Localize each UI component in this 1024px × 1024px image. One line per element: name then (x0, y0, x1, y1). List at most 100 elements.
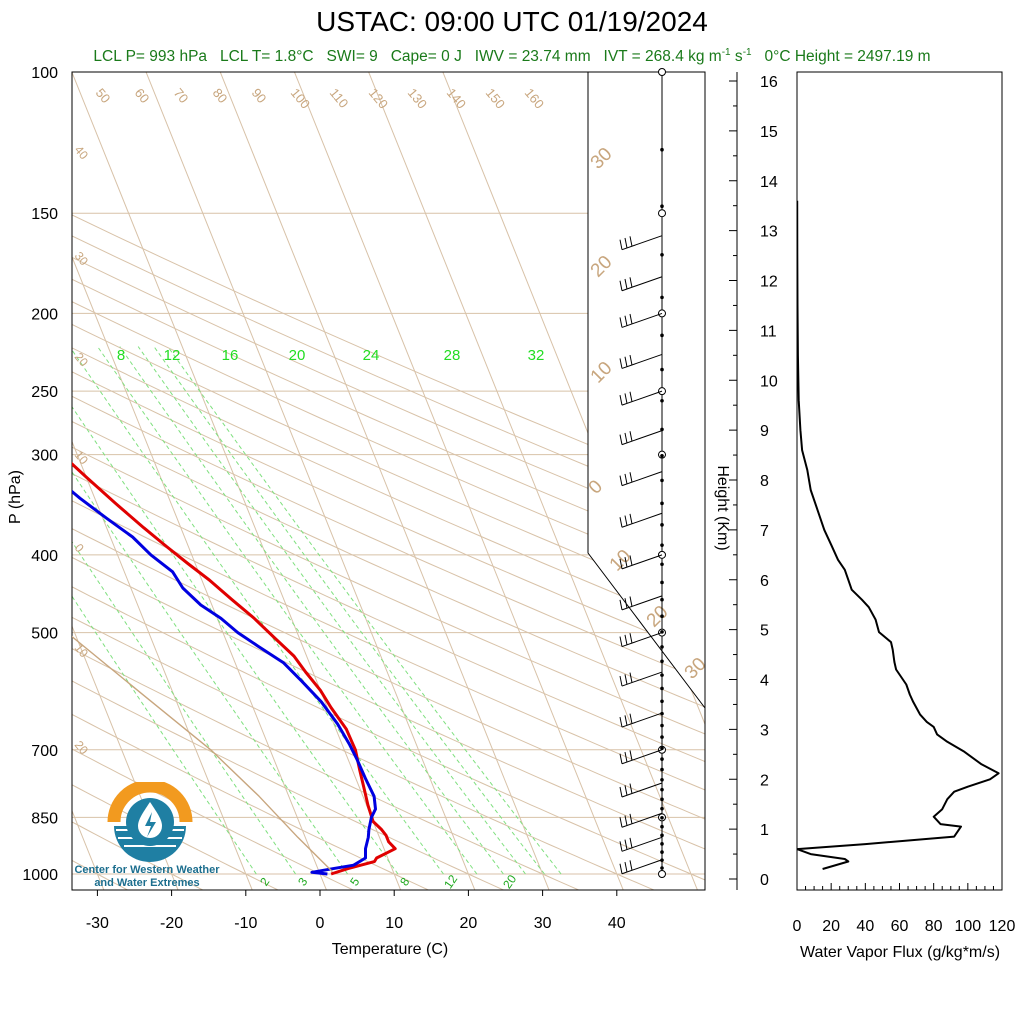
barb-flag (624, 473, 628, 485)
barb-flag (629, 431, 633, 442)
mixing-ratio-label: 32 (528, 347, 545, 364)
mixing-ratio-line (72, 405, 399, 875)
barb-dot (660, 645, 664, 649)
barb-dot (660, 711, 664, 716)
y-tick-label: 100 (31, 65, 58, 82)
height-tick-label: 2 (760, 772, 769, 789)
dry-adiabat-line (72, 859, 129, 890)
barb-flag (619, 358, 623, 369)
barb-flag (619, 675, 623, 687)
barb-dot (660, 147, 664, 152)
barb-flag (629, 555, 633, 566)
isotherm-label: 100 (288, 85, 313, 111)
barb-flag (624, 557, 628, 568)
barb-dot (660, 614, 664, 618)
wind-barb (619, 276, 663, 292)
x-tick-label: -30 (86, 915, 109, 932)
mixing-ratio-line (72, 349, 444, 875)
flux-profile-line (797, 200, 1000, 870)
barb-shaft (621, 859, 663, 875)
barb-flag (629, 860, 633, 871)
y-tick-label: 850 (31, 810, 58, 827)
barb-dot (660, 523, 664, 527)
dry-adiabat-line (72, 347, 705, 631)
height-tick-label: 13 (760, 224, 778, 241)
barb-dot (660, 427, 664, 432)
y-tick-label: 700 (31, 743, 58, 760)
skewt-background-lines (72, 72, 705, 890)
isotherm-label: 130 (405, 85, 430, 111)
flux-tick-label: 60 (891, 918, 909, 935)
height-tick-label: 4 (760, 673, 769, 690)
barb-dot (660, 252, 664, 257)
barb-shaft (621, 595, 663, 611)
mixing-ratio-bottom-label: 20 (500, 872, 519, 891)
height-tick-label: 14 (760, 174, 778, 191)
barb-flag (624, 315, 628, 326)
isotherm-label: 110 (327, 85, 352, 111)
y-tick-label: 250 (31, 384, 58, 401)
barb-flag (619, 317, 623, 328)
wind-barb (619, 353, 663, 369)
barb-station-circle (658, 68, 666, 76)
dry-adiabat-label: 20 (72, 738, 92, 757)
barb-flag (624, 634, 628, 645)
barb-dot (660, 723, 664, 728)
wind-barb (619, 595, 663, 611)
x-tick-label: 30 (534, 915, 552, 932)
wind-barbs (619, 68, 666, 878)
barb-shaft (621, 471, 663, 487)
isotherm-label: 90 (249, 85, 270, 106)
barb-dot (660, 746, 664, 751)
dewpoint-profile-line (72, 489, 377, 876)
swi-value: SWI= 9 (326, 48, 378, 66)
dry-adiabat-line (72, 256, 705, 537)
dry-adiabat-line (72, 556, 705, 850)
barb-flag (619, 636, 623, 647)
barb-shaft (621, 235, 663, 251)
barb-dot (660, 699, 664, 704)
barb-flag (629, 596, 633, 607)
wind-barb (619, 749, 663, 765)
wind-barb (619, 671, 663, 687)
y-tick-label: 200 (31, 306, 58, 323)
wind-barb (619, 512, 663, 528)
iwv-value: IWV = 23.74 mm (474, 48, 591, 66)
barb-station-circle (658, 209, 666, 218)
isotherm-label: 80 (210, 85, 231, 106)
barb-flag (624, 751, 628, 763)
barb-flag (629, 513, 633, 524)
x-axis-label: Temperature (C) (332, 941, 448, 958)
dry-adiabat-line (72, 235, 705, 515)
height-tick-label: 3 (760, 722, 769, 739)
height-tick-label: 11 (760, 323, 777, 340)
height-tick-label: 7 (760, 523, 769, 540)
barb-shaft (621, 312, 663, 328)
barb-dot (660, 580, 664, 585)
wind-barb (619, 554, 663, 570)
barb-flag (619, 475, 623, 486)
barb-flag (619, 753, 623, 764)
x-tick-label: -10 (234, 915, 257, 932)
isotherm-label: 50 (93, 85, 114, 106)
height-tick-label: 6 (760, 573, 769, 590)
barb-flag (619, 395, 623, 406)
dry-adiabat-line (72, 278, 705, 560)
barb-flag (629, 277, 633, 288)
isotherm-line (368, 72, 698, 890)
skewt-profiles (72, 461, 397, 876)
y-axis-label: P (hPa) (7, 470, 24, 524)
dry-adiabat-line (72, 214, 705, 493)
barb-dot (660, 333, 664, 338)
barb-flag (629, 354, 633, 366)
dry-adiabat-line (72, 648, 580, 890)
barb-dot (660, 367, 664, 372)
wind-barb (619, 712, 663, 728)
barb-flag (624, 356, 628, 367)
barb-dot (660, 686, 664, 691)
dry-adiabat-line (72, 680, 505, 890)
barb-flag (624, 237, 628, 249)
barb-dot (660, 597, 664, 602)
lcl-pressure: LCL P= 993 hPa (93, 48, 208, 66)
flux-tick-label: 120 (989, 918, 1016, 935)
